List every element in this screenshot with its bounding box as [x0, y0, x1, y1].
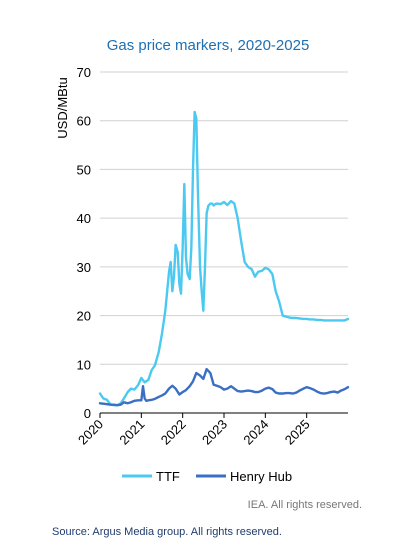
legend-label: TTF — [156, 469, 180, 484]
x-tick-label: 2021 — [116, 417, 147, 448]
legend-label: Henry Hub — [230, 469, 292, 484]
x-tick-label: 2022 — [158, 417, 189, 448]
x-tick-label: 2024 — [240, 417, 271, 448]
x-tick-label: 2023 — [199, 417, 230, 448]
y-tick-label: 30 — [77, 260, 91, 275]
y-tick-label: 60 — [77, 114, 91, 129]
legend: TTF Henry Hub — [122, 469, 292, 484]
y-tick-label: 40 — [77, 211, 91, 226]
x-tick-label: 2020 — [75, 417, 106, 448]
x-axis-ticks: 2020 2021 2022 2023 2024 2025 — [75, 413, 313, 448]
credit-text: IEA. All rights reserved. — [248, 499, 362, 511]
series-line-ttf — [98, 110, 350, 407]
source-text: Source: Argus Media group. All rights re… — [52, 526, 282, 538]
y-tick-label: 20 — [77, 309, 91, 324]
y-tick-label: 50 — [77, 162, 91, 177]
y-tick-label: 10 — [77, 357, 91, 372]
y-axis-label: USD/MBtu — [55, 77, 70, 138]
series-lines — [98, 110, 350, 407]
grid-lines — [100, 71, 348, 414]
y-tick-label: 0 — [84, 406, 91, 421]
y-tick-label: 70 — [77, 65, 91, 80]
y-axis-ticks: 0 10 20 30 40 50 60 70 — [77, 65, 91, 421]
x-tick-label: 2025 — [282, 417, 313, 448]
series-line-henry-hub — [98, 367, 350, 407]
chart-title: Gas price markers, 2020-2025 — [107, 37, 310, 54]
